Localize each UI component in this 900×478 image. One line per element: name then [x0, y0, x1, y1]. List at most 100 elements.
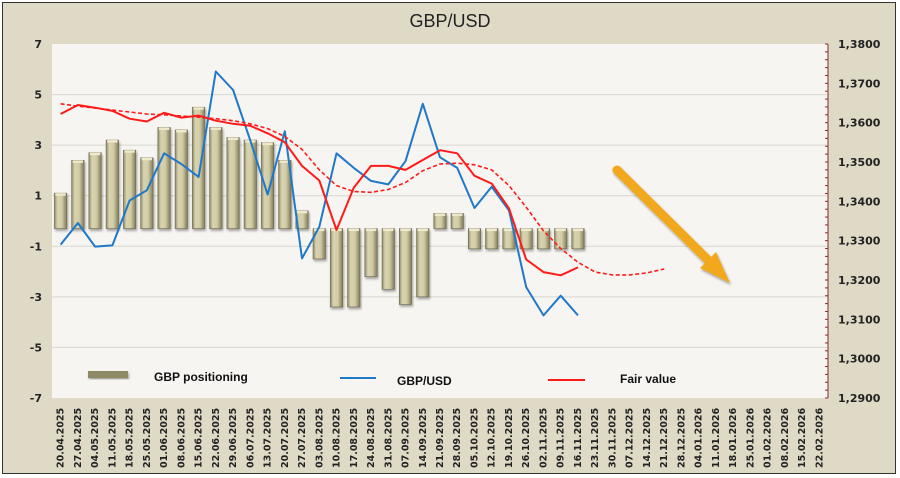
bar-gbp-positioning [123, 149, 137, 229]
bar-highlight [55, 193, 66, 196]
bar-gbp-positioning [399, 228, 413, 305]
bar-gbp-positioning [381, 228, 395, 290]
bar-highlight [452, 213, 463, 216]
line-fair-value-trend [60, 103, 665, 276]
x-tick-label: 17.08.2025 [349, 408, 360, 468]
bar-highlight [124, 150, 135, 153]
y-tick-label: 3 [34, 139, 42, 152]
line-fair-value [60, 104, 579, 277]
x-tick-label: 25.05.2025 [142, 408, 153, 468]
x-tick-label: 18.01.2026 [728, 408, 739, 468]
x-tick-label: 29.06.2025 [228, 408, 239, 468]
bar-highlight [555, 228, 566, 232]
x-tick-label: 07.12.2025 [625, 408, 636, 468]
bar-gbp-positioning [105, 139, 119, 229]
y2-tick-label: 1,2900 [838, 392, 881, 405]
chart-title: GBP/USD [409, 11, 491, 31]
x-tick-label: 04.01.2026 [694, 408, 705, 468]
bar-highlight [365, 228, 377, 232]
x-tick-label: 12.10.2025 [487, 408, 498, 468]
bar-gbp-positioning [226, 137, 240, 229]
bar-gbp-positioning [485, 228, 499, 250]
bar-highlight [383, 228, 394, 232]
bar-highlight [572, 228, 584, 232]
legend-label-fair-value: Fair value [620, 372, 676, 386]
bar-highlight [176, 129, 187, 133]
bar-highlight [503, 228, 515, 232]
x-axis: 20.04.2025 27.04.2025 04.05.2025 11.05.2025… [56, 408, 826, 468]
bar-gbp-positioning [554, 228, 568, 250]
x-tick-label: 22.02.2026 [814, 408, 825, 468]
legend: GBP positioning GBP/USD Fair value [88, 370, 676, 388]
y-tick-label: -1 [30, 240, 42, 253]
bar-gbp-positioning [416, 228, 430, 298]
bar-highlight [141, 157, 153, 161]
x-tick-label: 04.05.2025 [90, 408, 101, 468]
x-tick-label: 16.11.2025 [573, 408, 584, 468]
lines [59, 70, 665, 317]
bar-highlight [434, 213, 446, 216]
x-tick-label: 06.07.2025 [245, 408, 256, 468]
x-tick-label: 10.08.2025 [332, 408, 343, 468]
x-tick-label: 21.12.2025 [659, 408, 670, 468]
line-gbp-usd [59, 70, 579, 317]
legend-label-gbp-usd: GBP/USD [397, 374, 452, 388]
y-axis-right: 1,3800 1,3700 1,3600 1,3500 1,3400 1,3300 1,32… [825, 38, 881, 405]
bar-highlight [193, 107, 204, 110]
bar-highlight [227, 137, 239, 141]
x-tick-label: 07.09.2025 [401, 408, 412, 468]
y2-tick-label: 1,3200 [838, 274, 881, 287]
bar-highlight [417, 228, 428, 232]
y-tick-label: 5 [34, 89, 42, 102]
x-tick-label: 19.10.2025 [504, 408, 515, 468]
y-tick-label: 1 [34, 190, 42, 203]
x-tick-label: 23.11.2025 [590, 408, 601, 468]
bar-gbp-positioning [536, 228, 550, 250]
bar-gbp-positioning [347, 228, 361, 308]
x-tick-label: 27.04.2025 [73, 408, 84, 468]
x-tick-label: 20.04.2025 [56, 408, 67, 468]
y-axis-left: 7 5 3 1 -1 -3 -5 -7 [30, 38, 42, 405]
x-tick-label: 15.02.2026 [797, 408, 808, 468]
y2-tick-label: 1,3000 [838, 353, 881, 366]
bar-highlight [89, 152, 101, 156]
x-tick-label: 21.09.2025 [435, 408, 446, 468]
bar-highlight [314, 228, 325, 232]
bar-highlight [521, 228, 532, 232]
bar-highlight [296, 210, 308, 214]
bar-gbp-positioning [54, 192, 68, 229]
x-tick-label: 28.12.2025 [676, 408, 687, 468]
x-tick-label: 05.10.2025 [469, 408, 480, 468]
x-tick-label: 31.08.2025 [383, 408, 394, 468]
x-tick-label: 11.05.2025 [107, 408, 118, 468]
y2-tick-label: 1,3500 [838, 156, 881, 169]
bar-highlight [348, 228, 359, 232]
x-tick-label: 08.02.2026 [780, 408, 791, 468]
x-tick-label: 13.07.2025 [263, 408, 274, 468]
y2-tick-label: 1,3600 [838, 117, 881, 130]
trend-arrow-icon [612, 165, 730, 283]
legend-label-gbp-positioning: GBP positioning [154, 370, 248, 384]
y2-tick-label: 1,3800 [838, 38, 881, 51]
bar-highlight [400, 228, 411, 232]
y-tick-label: 7 [34, 38, 42, 51]
bar-highlight [469, 228, 480, 232]
bar-highlight [210, 127, 222, 130]
x-tick-label: 28.09.2025 [452, 408, 463, 468]
bar-gbp-positioning [330, 228, 344, 308]
x-tick-label: 27.07.2025 [297, 408, 308, 468]
bar-gbp-positioning [209, 127, 223, 229]
bar-gbp-positioning [88, 152, 102, 229]
y-tick-label: -5 [30, 341, 42, 354]
x-tick-label: 25.01.2026 [745, 408, 756, 468]
x-tick-label: 24.08.2025 [366, 408, 377, 468]
x-tick-label: 22.06.2025 [211, 408, 222, 468]
bar-highlight [158, 127, 170, 130]
y-tick-label: -7 [30, 392, 42, 405]
legend-swatch-gbp-positioning [88, 371, 128, 378]
x-tick-label: 08.06.2025 [176, 408, 187, 468]
x-tick-label: 30.11.2025 [607, 408, 618, 468]
x-tick-label: 14.12.2025 [642, 408, 653, 468]
x-tick-label: 18.05.2025 [125, 408, 136, 468]
